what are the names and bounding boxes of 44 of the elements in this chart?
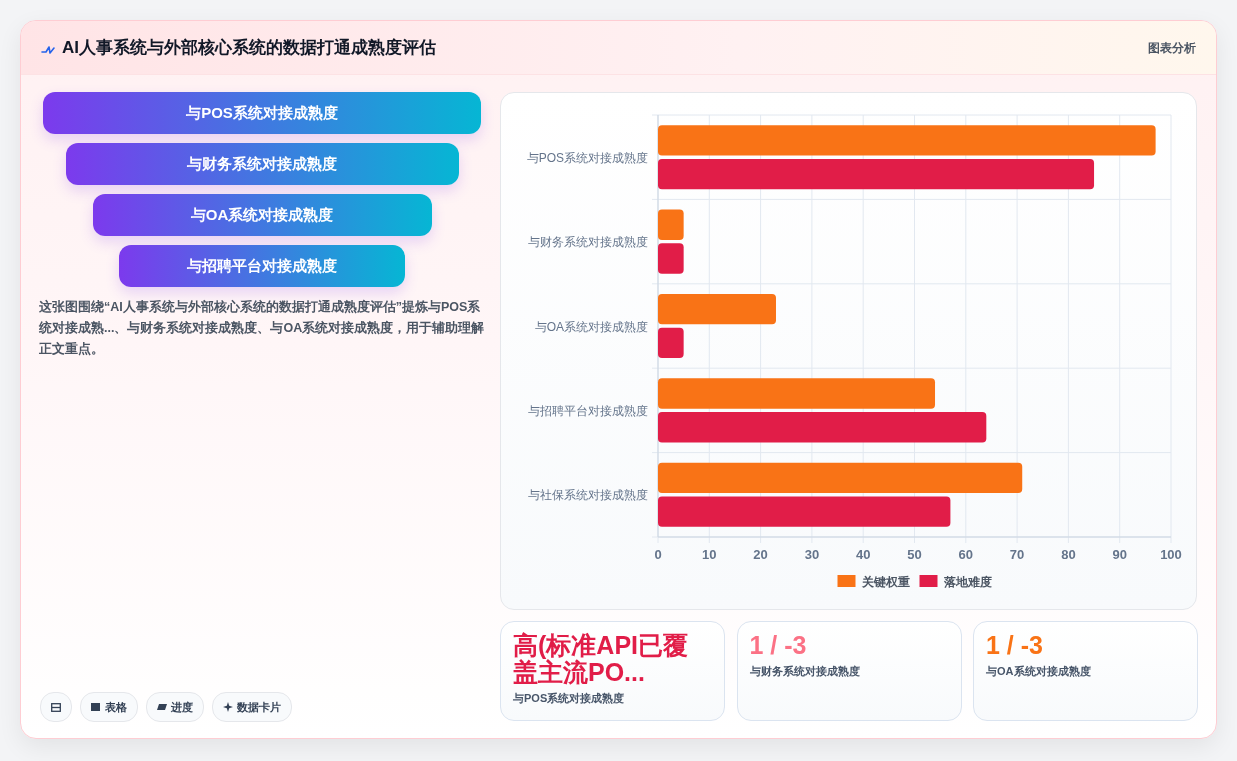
text: 高(标准API已覆盖主流PO... bbox=[513, 631, 689, 686]
bar bbox=[658, 243, 684, 274]
text: 1 / -3 bbox=[986, 631, 1044, 659]
x-tick-label: 10 bbox=[702, 547, 717, 562]
y-tick-label: 与OA系统对接成熟度 bbox=[534, 319, 648, 334]
bar bbox=[658, 293, 776, 325]
legend-label: 落地难度 bbox=[942, 574, 992, 589]
text: 与POS系统对接成熟度 bbox=[43, 92, 481, 134]
x-tick-label: 100 bbox=[1160, 547, 1182, 562]
text: 这张图围绕“AI人事系统与外部核心系统的数据打通成熟度评估”提炼与POS系统对接成熟...、与财务系统对接成熟度、与OA系统对接成熟度，用于辅助理解正文重点。 bbox=[39, 298, 486, 358]
bar bbox=[658, 412, 987, 443]
text: 与OA系统对接成熟度 bbox=[92, 194, 432, 236]
text: 表格 bbox=[105, 699, 127, 715]
legend-label: 关键权重 bbox=[860, 574, 910, 589]
x-tick-label: 80 bbox=[1061, 547, 1076, 562]
y-tick-label: 与财务系统对接成熟度 bbox=[528, 235, 648, 250]
x-tick-label: 30 bbox=[804, 547, 820, 562]
bar bbox=[658, 158, 1095, 190]
text: 与财务系统对接成熟度 bbox=[749, 664, 861, 679]
text: 与POS系统对接成熟度 bbox=[513, 691, 626, 706]
bar bbox=[658, 378, 936, 409]
bar bbox=[658, 462, 1023, 494]
text: 进度 bbox=[171, 699, 193, 715]
text: 1 / -3 bbox=[749, 631, 808, 659]
x-tick-label: 40 bbox=[855, 547, 871, 562]
x-tick-label: 60 bbox=[958, 547, 974, 562]
x-tick-label: 70 bbox=[1009, 547, 1025, 562]
bar bbox=[658, 327, 684, 359]
text: 图表分析 bbox=[1148, 40, 1196, 57]
text: AI人事系统与外部核心系统的数据打通成熟度评估 bbox=[62, 37, 436, 59]
y-tick-label: 与招聘平台对接成熟度 bbox=[528, 403, 648, 418]
text: 与财务系统对接成熟度 bbox=[65, 143, 459, 185]
text: 与招聘平台对接成熟度 bbox=[119, 245, 405, 287]
x-tick-label: 20 bbox=[753, 547, 768, 562]
x-tick-label: 90 bbox=[1112, 547, 1127, 562]
text: 数据卡片 bbox=[237, 699, 281, 715]
y-tick-label: 与POS系统对接成熟度 bbox=[526, 150, 648, 165]
bar bbox=[658, 209, 684, 240]
y-tick-label: 与社保系统对接成熟度 bbox=[528, 488, 648, 503]
x-tick-label: 0 bbox=[654, 547, 662, 562]
x-tick-label: 50 bbox=[907, 547, 922, 562]
bar bbox=[658, 496, 951, 527]
text: 与OA系统对接成熟度 bbox=[986, 664, 1092, 679]
bar bbox=[658, 125, 1156, 156]
